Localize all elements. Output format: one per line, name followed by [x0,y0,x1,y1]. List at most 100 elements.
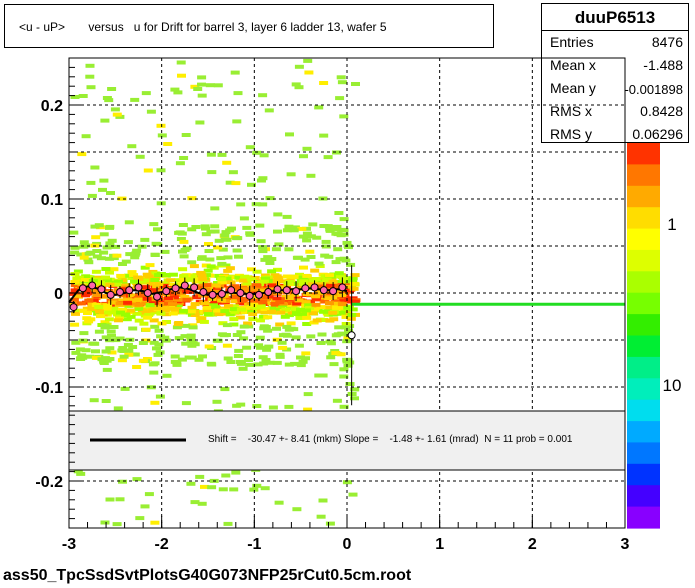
heatmap-cell [292,301,302,306]
heatmap-cell [216,256,226,261]
heatmap-cell [350,273,360,278]
heatmap-cell [312,235,322,240]
heatmap-cell [197,82,206,87]
heatmap-cell [102,307,112,312]
heatmap-cell [229,487,239,492]
heatmap-cell [141,310,151,315]
heatmap-cell [267,269,277,274]
heatmap-cell [173,322,183,326]
heatmap-cell [285,132,294,137]
heatmap-cell [99,232,109,237]
heatmap-cell [190,500,200,505]
heatmap-cell [302,322,312,326]
heatmap-cell [282,228,292,233]
heatmap-cell [311,296,321,301]
heatmap-cell [321,239,331,244]
heatmap-cell [76,471,86,476]
heatmap-cell [342,480,352,485]
stats-value-rms-x: 0.8428 [640,103,683,119]
heatmap-cell [274,500,284,505]
heatmap-cell [252,150,262,155]
heatmap-cell [153,242,163,247]
heatmap-cell [323,293,333,298]
y-tick-label: 0.2 [41,98,63,115]
heatmap-cell [325,318,335,323]
heatmap-cell [132,248,142,253]
y-tick-label: 0.1 [41,192,63,209]
heatmap-cell [91,269,101,274]
heatmap-cell [234,348,244,353]
heatmap-cell [130,255,140,260]
color-scale-segment [627,292,660,315]
heatmap-cell [190,84,200,89]
heatmap-cell [124,273,134,278]
x-tick-label: -3 [62,536,76,553]
color-scale-segment [627,207,660,230]
heatmap-cell [256,318,265,323]
heatmap-cell [129,273,139,278]
heatmap-cell [163,142,173,146]
heatmap-cell [188,323,198,328]
heatmap-cell [117,358,127,363]
fit-curves [68,285,625,306]
heatmap-cell [127,144,137,149]
profile-point [190,283,199,292]
heatmap-cell [279,285,289,290]
heatmap-cell [121,259,131,264]
chart-title: <u - uP> versus u for Drift for barrel 3… [19,20,387,34]
heatmap-cell [122,317,132,322]
x-tick-label: -1 [247,536,261,553]
heatmap-cell [92,249,102,253]
heatmap-cell [109,298,119,303]
heatmap-cell [257,309,267,314]
heatmap-cell [150,361,160,366]
heatmap-cell [302,273,312,278]
heatmap-cell [115,336,125,341]
heatmap-cell [222,343,232,348]
heatmap-cell [70,322,80,327]
heatmap-cell [228,170,238,175]
heatmap-cell [311,307,321,312]
heatmap-cell [164,296,173,301]
heatmap-cell [76,356,86,361]
heatmap-cell [88,290,98,294]
profile-point [227,286,236,295]
heatmap-cell [324,254,334,259]
profile-point [282,286,291,295]
heatmap-cell [132,311,142,316]
heatmap-cell [109,309,119,314]
heatmap-cell [223,521,233,526]
heatmap-cell [274,242,284,247]
heatmap-cell [239,336,249,341]
heatmap-cell [173,303,183,308]
heatmap-cell [261,358,271,362]
profile-point [199,288,208,297]
heatmap-cell [131,251,141,256]
heatmap-cell [180,334,190,339]
y-tick-label: -0.1 [35,380,63,397]
heatmap-cell [253,362,263,367]
heatmap-cell [281,307,291,312]
stats-label-rms-y: RMS y [550,126,592,142]
heatmap-cell [280,314,290,319]
heatmap-cell [325,228,335,233]
heatmap-cell [155,394,165,399]
heatmap-cell [260,307,270,311]
heatmap-cell [211,283,221,288]
heatmap-cell [245,232,255,237]
heatmap-cell [328,279,338,284]
heatmap-cell [186,274,196,279]
heatmap-cell [135,154,145,159]
heatmap-cell [339,276,349,281]
heatmap-cell [325,521,335,526]
heatmap-cell [79,308,88,313]
heatmap-cell [118,346,128,350]
heatmap-cell [143,278,153,283]
heatmap-cell [155,350,165,355]
heatmap-cell [84,319,94,324]
heatmap-cell [194,357,204,362]
heatmap-cell [299,265,308,270]
heatmap-cell [339,404,349,409]
heatmap-cell [89,298,99,303]
heatmap-cell [273,229,282,234]
